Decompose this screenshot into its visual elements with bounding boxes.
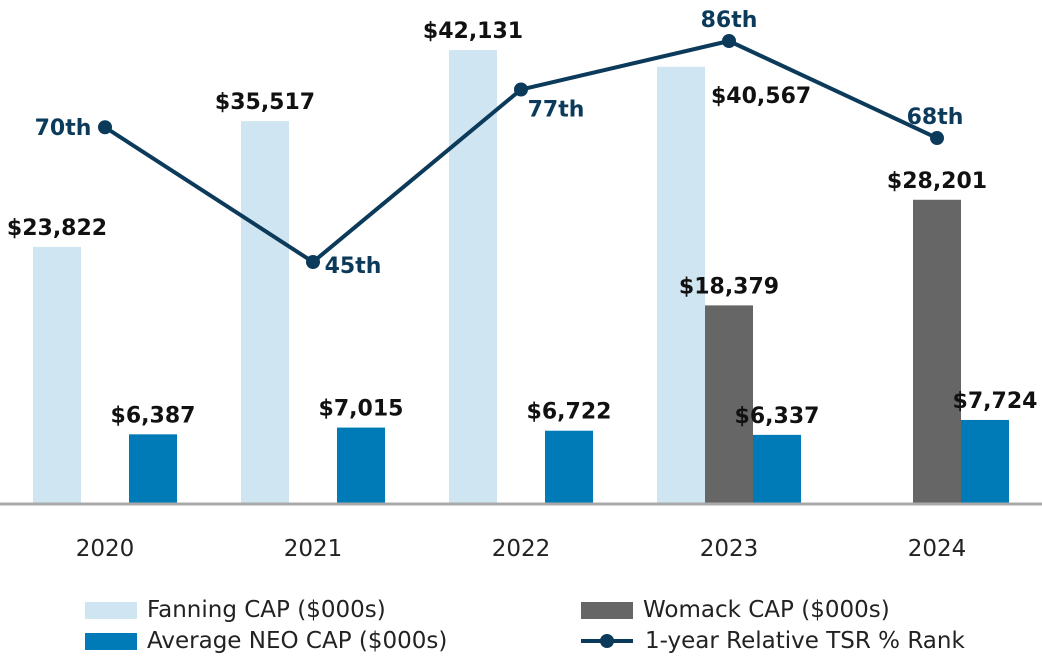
data-label-neo-2023: $6,337 [735, 404, 820, 429]
tsr-label-2023: 86th [701, 8, 758, 33]
x-tick-label-2022: 2022 [492, 536, 551, 562]
data-label-neo-2024: $7,724 [953, 389, 1038, 414]
legend-swatch-tsr [581, 631, 633, 651]
bar-neo-2023 [753, 434, 801, 503]
legend-item-neo: Average NEO CAP ($000s) [85, 626, 447, 656]
data-label-neo-2022: $6,722 [527, 400, 612, 425]
legend-label-womack: Womack CAP ($000s) [643, 597, 890, 623]
x-tick-label-2021: 2021 [284, 536, 343, 562]
tsr-point-2020 [98, 120, 112, 135]
data-label-womack-2023: $18,379 [679, 274, 779, 299]
data-label-womack-2024: $28,201 [887, 169, 987, 194]
data-label-fanning-2020: $23,822 [7, 216, 107, 241]
tsr-label-2021: 45th [325, 254, 382, 279]
tsr-point-2022 [514, 82, 528, 97]
bar-womack-2023 [705, 305, 753, 503]
chart: $23,822 $35,517 $42,131 $40,567 $18,379 $28,2… [0, 8, 1042, 562]
tsr-label-2024: 68th [907, 105, 964, 130]
bar-womack-2024 [913, 199, 961, 503]
legend-label-tsr: 1-year Relative TSR % Rank [645, 628, 965, 654]
legend-swatch-womack [581, 601, 633, 619]
bar-fanning-2022 [449, 50, 497, 503]
data-label-fanning-2022: $42,131 [423, 19, 523, 44]
legend-label-fanning: Fanning CAP ($000s) [147, 597, 386, 623]
x-tick-label-2024: 2024 [908, 536, 967, 562]
legend-swatch-fanning [85, 601, 137, 619]
data-label-fanning-2023: $40,567 [711, 84, 811, 109]
data-label-fanning-2021: $35,517 [215, 90, 315, 115]
legend: Fanning CAP ($000s) Womack CAP ($000s) A… [0, 590, 1042, 662]
legend-label-neo: Average NEO CAP ($000s) [147, 628, 448, 654]
bar-fanning-2021 [241, 121, 289, 504]
data-label-neo-2021: $7,015 [319, 397, 404, 422]
tsr-point-2023 [722, 34, 736, 48]
tsr-point-2021 [306, 255, 320, 269]
x-tick-label-2020: 2020 [76, 536, 135, 562]
bar-neo-2024 [961, 419, 1009, 503]
bar-neo-2022 [545, 430, 593, 503]
legend-item-womack: Womack CAP ($000s) [581, 595, 890, 625]
legend-item-tsr: 1-year Relative TSR % Rank [581, 626, 965, 656]
bar-neo-2020 [129, 434, 177, 503]
legend-swatch-neo [85, 632, 137, 650]
tsr-label-2020: 70th [35, 116, 92, 141]
x-tick-label-2023: 2023 [700, 536, 759, 562]
bar-fanning-2020 [33, 246, 81, 503]
legend-item-fanning: Fanning CAP ($000s) [85, 595, 386, 625]
tsr-point-2024 [930, 131, 944, 146]
tsr-line [103, 39, 938, 264]
bar-neo-2021 [337, 427, 385, 503]
tsr-label-2022: 77th [528, 98, 585, 123]
data-label-neo-2020: $6,387 [111, 403, 196, 428]
bar-fanning-2023 [657, 66, 705, 503]
